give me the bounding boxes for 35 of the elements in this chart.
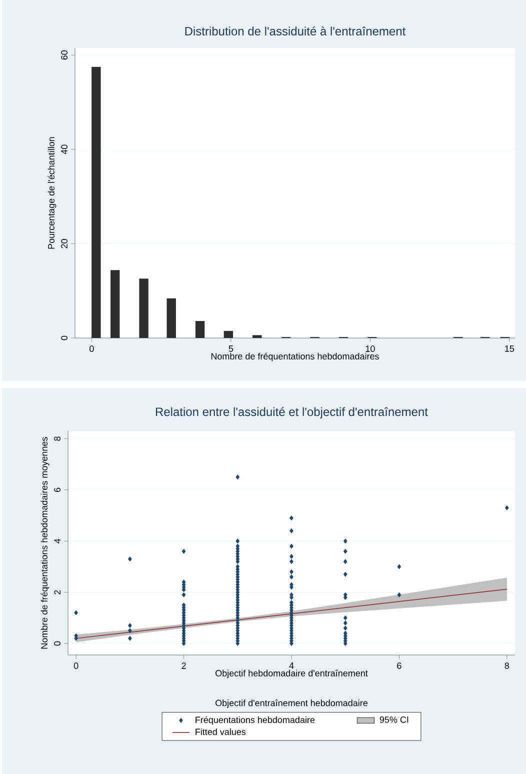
y-tick-label: 20 bbox=[61, 239, 68, 248]
y-tick-label: 8 bbox=[54, 436, 60, 441]
y-tick-label: 0 bbox=[61, 336, 68, 340]
bar bbox=[110, 270, 120, 338]
x-tick-label: 10 bbox=[366, 346, 375, 352]
y-tick-label: 2 bbox=[54, 590, 60, 594]
bar bbox=[92, 66, 101, 338]
x-tick-label: 0 bbox=[90, 346, 94, 352]
legend-label: 95% CI bbox=[380, 716, 408, 723]
y-axis-title: Pourcentage de l'échantillon bbox=[48, 137, 56, 249]
x-tick-label: 8 bbox=[504, 662, 510, 669]
legend-label: Fréquentations hebdomadaire bbox=[196, 716, 315, 725]
x-tick-label: 2 bbox=[182, 662, 186, 669]
chart-title: Relation entre l'assiduité et l'objectif d'entraînement bbox=[156, 407, 428, 418]
x-tick-label: 0 bbox=[74, 662, 78, 669]
y-axis-title: Nombre de fréquentations hebdomadaires moyennes bbox=[40, 437, 50, 649]
bar bbox=[252, 335, 262, 338]
y-tick-label: 4 bbox=[54, 538, 60, 544]
x-tick-label: 5 bbox=[228, 346, 234, 352]
x-tick-label: 6 bbox=[397, 662, 402, 669]
x-axis-title: Objectif hebdomadaire d'entraînement bbox=[216, 670, 368, 678]
y-tick-label: 6 bbox=[54, 488, 60, 492]
bar bbox=[224, 330, 234, 338]
bar bbox=[195, 321, 205, 338]
x-tick-label: 4 bbox=[289, 662, 294, 669]
chart-title: Distribution de l'assiduité à l'entraînement bbox=[185, 26, 406, 36]
bar bbox=[166, 298, 176, 338]
legend-label: Fitted values bbox=[196, 728, 246, 736]
x-axis-title: Nombre de fréquentations hebdomadaires bbox=[211, 352, 379, 362]
y-tick-label: 0 bbox=[54, 641, 60, 646]
y-tick-label: 60 bbox=[61, 50, 68, 60]
y-tick-label: 40 bbox=[61, 144, 68, 154]
text: Objectif d'entraînement hebdomadaire bbox=[216, 700, 368, 708]
x-tick-label: 15 bbox=[505, 346, 514, 352]
bar bbox=[139, 278, 148, 338]
